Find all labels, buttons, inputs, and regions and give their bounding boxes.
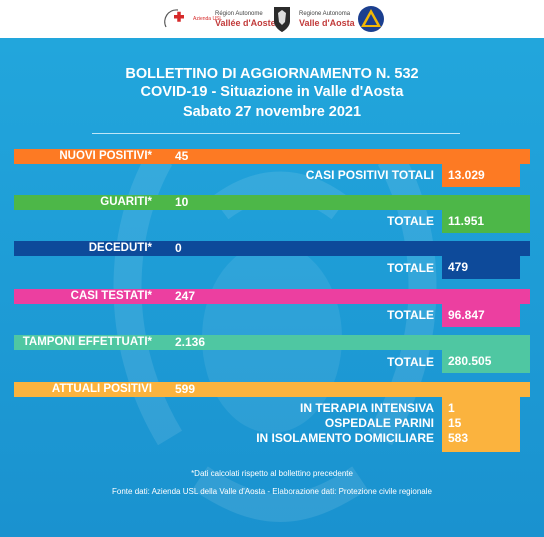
tamponi-totale-value: 280.505 xyxy=(448,354,492,368)
tamponi-value: 2.136 xyxy=(175,335,206,349)
usl-cross-icon xyxy=(164,9,184,28)
bulletin-title: BOLLETTINO DI AGGIORNAMENTO N. 532 xyxy=(125,66,419,82)
bulletin-panel: BOLLETTINO DI AGGIORNAMENTO N. 532 COVID… xyxy=(0,38,544,537)
deceduti-totale-label: TOTALE xyxy=(387,261,434,275)
nuovi-positivi-label: NUOVI POSITIVI* xyxy=(59,150,152,162)
region-logo-italian-big: Valle d'Aosta xyxy=(299,17,355,28)
deceduti-bar: DECEDUTI* 0 xyxy=(14,241,530,256)
attuali-positivi-breakdown-box: 1 15 583 xyxy=(442,397,520,452)
region-logo-french-big: Vallée d'Aoste xyxy=(215,17,276,28)
terapia-intensiva-label: IN TERAPIA INTENSIVA xyxy=(299,401,434,415)
guariti-label: GUARITI* xyxy=(100,196,152,208)
isolamento-domiciliare-value: 583 xyxy=(448,431,469,445)
nuovi-positivi-value: 45 xyxy=(175,149,189,163)
logos-strip: Azienda USL Région Autonome Vallée d'Aos… xyxy=(0,0,544,38)
guariti-totale-value: 11.951 xyxy=(448,214,485,228)
guariti-bar: GUARITI* 10 xyxy=(14,195,530,210)
region-crest-logo xyxy=(272,4,292,34)
casi-positivi-totali-label: CASI POSITIVI TOTALI xyxy=(305,168,434,182)
footnote: *Dati calcolati rispetto al bollettino p… xyxy=(191,469,353,478)
nuovi-positivi-bar: NUOVI POSITIVI* 45 xyxy=(14,149,530,164)
attuali-positivi-value: 599 xyxy=(175,382,196,396)
title-divider xyxy=(92,133,460,134)
casi-positivi-totali-box: 13.029 xyxy=(442,164,520,187)
ospedale-parini-value: 15 xyxy=(448,416,462,430)
ospedale-parini-label: OSPEDALE PARINI xyxy=(324,416,434,430)
guariti-value: 10 xyxy=(175,195,189,209)
attuali-positivi-bar: ATTUALI POSITIVI 599 xyxy=(14,382,530,397)
tamponi-label: TAMPONI EFFETTUATI* xyxy=(22,336,152,348)
casi-testati-label: CASI TESTATI* xyxy=(70,290,152,302)
deceduti-totale-box: 479 xyxy=(442,256,520,279)
deceduti-totale-value: 479 xyxy=(448,260,469,274)
crest-icon xyxy=(274,7,290,32)
region-logo-italian: Regione Autonoma Valle d'Aosta xyxy=(296,4,355,34)
data-source: Fonte dati: Azienda USL della Valle d'Ao… xyxy=(112,487,432,496)
region-logo-french-small: Région Autonome xyxy=(215,10,263,17)
civil-protection-icon xyxy=(358,6,384,32)
attuali-positivi-label: ATTUALI POSITIVI xyxy=(51,383,152,395)
region-logo-french-text: Région Autonome Vallée d'Aoste xyxy=(215,11,276,28)
tamponi-totale-box: 280.505 xyxy=(442,350,530,373)
region-logo-french: Région Autonome Vallée d'Aoste xyxy=(212,4,276,34)
guariti-totale-box: 11.951 xyxy=(442,210,530,233)
usl-logo: Azienda USL xyxy=(160,4,222,34)
casi-testati-totale-value: 96.847 xyxy=(448,308,485,322)
terapia-intensiva-value: 1 xyxy=(448,401,455,415)
region-logo-italian-small: Regione Autonoma xyxy=(299,10,351,17)
isolamento-domiciliare-label: IN ISOLAMENTO DOMICILIARE xyxy=(256,431,434,445)
usl-logo-text: Azienda USL xyxy=(193,15,223,22)
tamponi-bar: TAMPONI EFFETTUATI* 2.136 xyxy=(14,335,530,350)
deceduti-label: DECEDUTI* xyxy=(88,242,152,254)
bulletin-date: Sabato 27 novembre 2021 xyxy=(182,104,362,120)
protezione-civile-logo xyxy=(357,4,385,34)
casi-testati-totale-label: TOTALE xyxy=(387,308,434,322)
casi-testati-bar: CASI TESTATI* 247 xyxy=(14,289,530,304)
bulletin-subtitle: COVID-19 - Situazione in Valle d'Aosta xyxy=(140,84,404,100)
guariti-totale-label: TOTALE xyxy=(387,214,434,228)
region-logo-italian-text: Regione Autonoma Valle d'Aosta xyxy=(299,11,355,28)
casi-positivi-totali-value: 13.029 xyxy=(448,168,485,182)
casi-testati-totale-box: 96.847 xyxy=(442,304,520,327)
tamponi-totale-label: TOTALE xyxy=(387,355,434,369)
deceduti-value: 0 xyxy=(175,241,182,255)
casi-testati-value: 247 xyxy=(175,289,196,303)
